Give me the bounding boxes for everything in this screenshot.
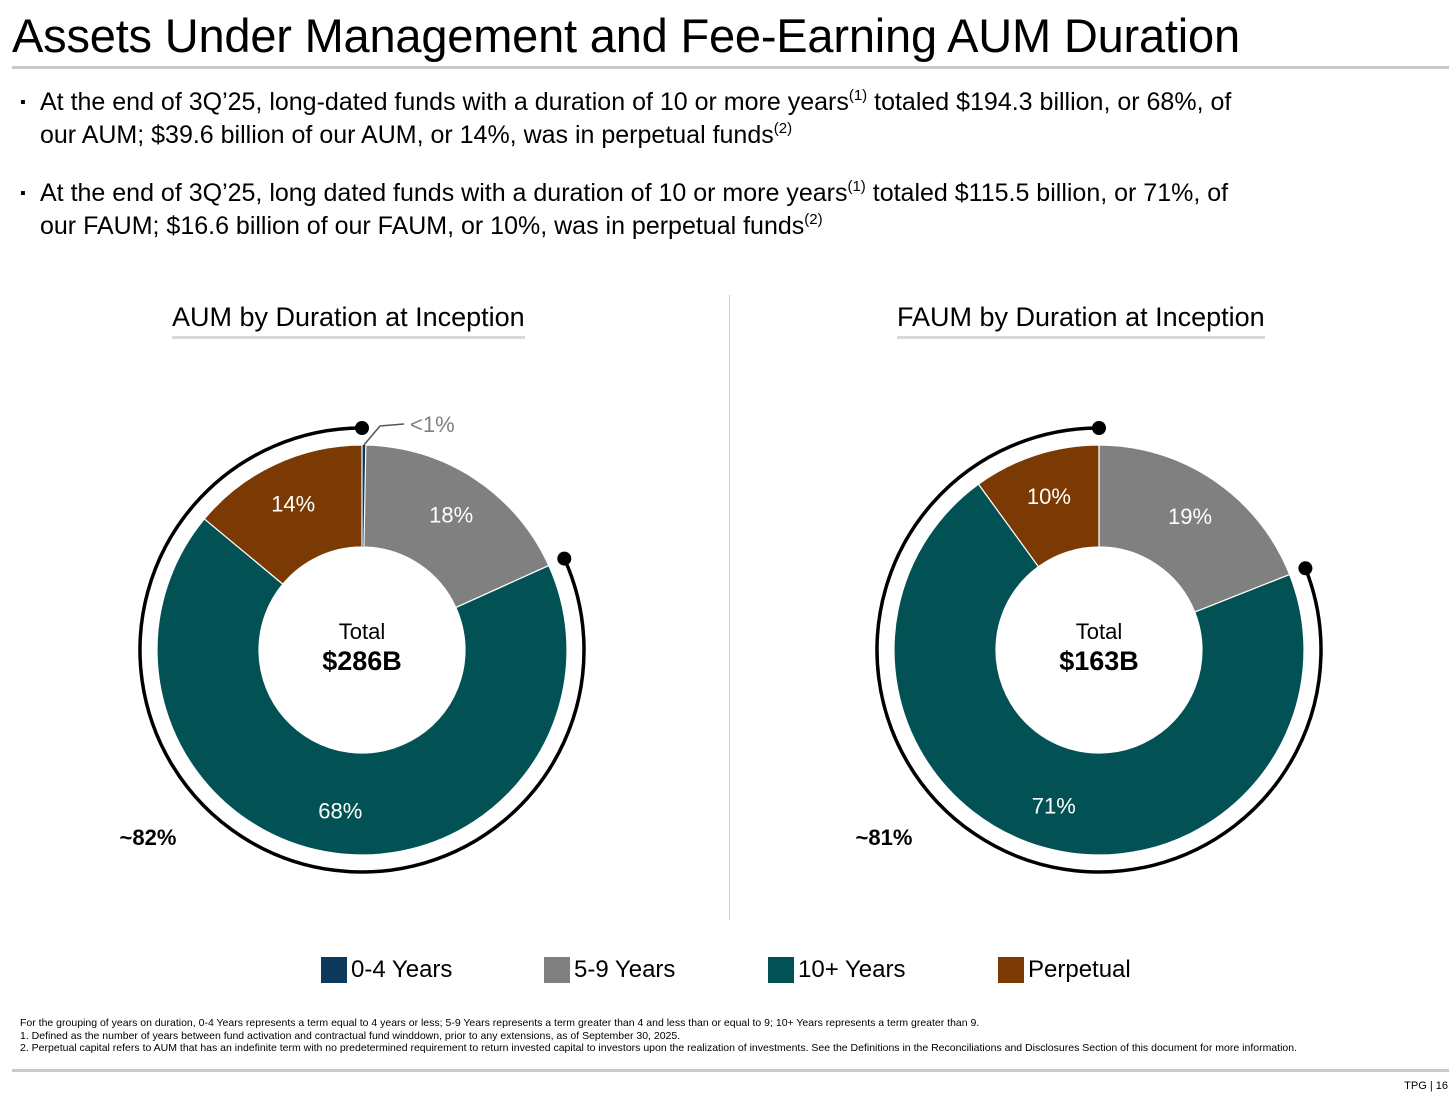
footer-divider <box>12 1069 1449 1072</box>
legend-swatch <box>768 957 794 983</box>
donut-slice-5-9-years <box>1098 444 1291 613</box>
bullet-line1-text: At the end of 3Q’25, long-dated funds wi… <box>40 88 849 116</box>
bullet-line1-rest: totaled $194.3 billion, or 68%, of <box>867 88 1232 116</box>
slice-label: 10% <box>1027 484 1071 509</box>
footnote-2: 2. Perpetual capital refers to AUM that … <box>20 1042 1298 1054</box>
footnote-ref: (1) <box>848 87 868 104</box>
chart-title-faum: FAUM by Duration at Inception <box>897 300 1265 339</box>
aum-donut-chart: <1% 18% 68% 14% Total$286B ~82% <box>120 412 586 874</box>
bracket-end-dot <box>355 421 369 435</box>
legend-swatch <box>544 957 570 983</box>
legend-swatch <box>998 957 1024 983</box>
title-divider <box>12 66 1449 69</box>
donut-slice-perpetual <box>203 444 363 585</box>
page-number: TPG | 16 <box>1404 1080 1448 1092</box>
bullet-line1-text: At the end of 3Q’25, long dated funds wi… <box>40 179 848 207</box>
bracket-end-dot <box>1092 421 1106 435</box>
bullet-marker: ▪ <box>20 94 26 111</box>
footnote-1: 1. Defined as the number of years betwee… <box>20 1029 681 1042</box>
slice-label: 14% <box>271 491 315 516</box>
legend-label: 0-4 Years <box>351 956 453 983</box>
donut-slice-perpetual <box>977 444 1100 568</box>
chart-divider <box>729 295 730 920</box>
bullet-text: At the end of 3Q’25, long dated funds wi… <box>20 177 1440 243</box>
legend-label: 5-9 Years <box>574 956 676 983</box>
bullet-aum: ▪ At the end of 3Q’25, long-dated funds … <box>20 86 1440 152</box>
bracket-end-dot <box>1298 561 1313 576</box>
slice-label: 19% <box>1168 504 1212 529</box>
slice-label: 18% <box>429 503 473 528</box>
center-label: Total <box>339 619 385 644</box>
bracket-arc <box>138 426 586 874</box>
bullet-line1-rest: totaled $115.5 billion, or 71%, of <box>865 179 1229 207</box>
footnote-ref: (2) <box>773 120 793 137</box>
slice-label: 68% <box>318 799 362 824</box>
bullet-line2-text: our AUM; $39.6 billion of our AUM, or 14… <box>40 121 774 149</box>
bracket-arc <box>875 426 1323 874</box>
slice-label: <1% <box>410 412 455 437</box>
footnote-ref: (1) <box>847 178 866 195</box>
center-label: Total <box>1076 619 1122 644</box>
bullet-line2-text: our FAUM; $16.6 billion of our FAUM, or … <box>40 212 805 240</box>
footnotes: For the grouping of years on duration, 0… <box>20 1017 1430 1055</box>
donut-slice-10-years <box>156 518 568 856</box>
page-title: Assets Under Management and Fee-Earning … <box>12 9 1240 62</box>
donut-slice-5-9-years <box>363 444 550 609</box>
bullet-marker: ▪ <box>20 185 26 202</box>
footnote-ref: (2) <box>804 211 823 228</box>
chart-title-aum: AUM by Duration at Inception <box>172 300 525 339</box>
center-total-value: $163B <box>1059 646 1139 676</box>
legend-swatch <box>321 957 347 983</box>
slice-label: 71% <box>1032 794 1076 819</box>
bullet-text: At the end of 3Q’25, long-dated funds wi… <box>20 86 1440 152</box>
legend-label: 10+ Years <box>798 956 906 983</box>
bullet-faum: ▪ At the end of 3Q’25, long dated funds … <box>20 177 1440 243</box>
bracket-label: ~81% <box>856 825 913 850</box>
faum-donut-chart: 19% 71% 10% Total$163B ~81% <box>856 421 1323 874</box>
bracket-label: ~82% <box>120 825 177 850</box>
center-total-value: $286B <box>322 646 402 676</box>
donut-slice-10-years <box>893 483 1305 856</box>
footnote-grouping: For the grouping of years on duration, 0… <box>20 1017 980 1029</box>
legend-label: Perpetual <box>1028 956 1131 983</box>
bracket-end-dot <box>557 551 572 566</box>
small-slice-leader-line <box>363 423 405 446</box>
